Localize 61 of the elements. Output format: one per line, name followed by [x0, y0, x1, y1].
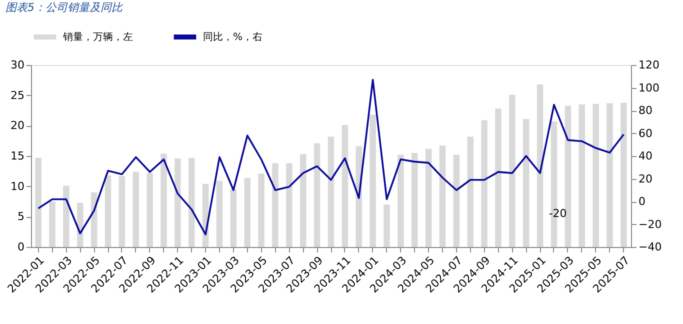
line-series	[37, 78, 625, 236]
bar	[49, 202, 56, 247]
y-tick-label: 20	[10, 119, 24, 132]
chart-title: 图表5：公司销量及同比	[5, 1, 124, 14]
bar	[481, 120, 488, 247]
bar	[592, 104, 599, 247]
bar	[606, 103, 613, 247]
bar	[370, 114, 376, 247]
bar	[536, 84, 544, 247]
bar	[35, 158, 42, 247]
bar	[398, 154, 404, 247]
y2-tick-label: 100	[638, 81, 660, 94]
bar	[216, 180, 223, 247]
y2-tick-label: 0	[638, 195, 646, 208]
bar	[453, 154, 460, 247]
y2-tick-label: 40	[638, 150, 652, 162]
bar	[188, 158, 195, 247]
y-tick-label: 5	[18, 210, 24, 224]
bar	[384, 204, 390, 247]
bar	[314, 143, 320, 247]
y2-tick-label: 80	[638, 104, 652, 117]
bar	[620, 102, 627, 247]
bar	[76, 202, 84, 247]
bar	[300, 154, 306, 247]
bar	[467, 136, 474, 247]
bar	[495, 108, 502, 247]
y2-tick-label: 120	[638, 58, 660, 72]
bar	[63, 186, 70, 247]
bar	[356, 146, 362, 247]
bar	[104, 175, 112, 247]
bar	[286, 163, 292, 247]
bar	[160, 154, 167, 247]
annotation: -20	[548, 207, 567, 220]
bar	[328, 136, 334, 247]
bar	[522, 118, 530, 247]
bar	[439, 146, 446, 247]
y2-tick-label: 60	[638, 126, 652, 140]
y-tick-label: 10	[10, 180, 24, 193]
legend-label: 销量，万辆，左	[62, 31, 133, 43]
y2-tick-label: 20	[638, 172, 652, 186]
y-tick-label: 30	[10, 58, 24, 72]
bar	[578, 104, 586, 247]
bar	[118, 176, 126, 247]
y-tick-label: 0	[18, 240, 24, 254]
bar	[244, 178, 251, 247]
bar	[230, 189, 237, 247]
bar	[272, 163, 278, 247]
bar	[342, 125, 348, 247]
bar	[509, 94, 516, 247]
bar	[411, 152, 418, 247]
y2-tick-label: −40	[638, 240, 662, 254]
legend-label: 同比，%，右	[203, 31, 263, 43]
y-tick-label: 15	[10, 150, 24, 162]
bar	[425, 148, 432, 247]
bar	[174, 158, 181, 247]
bar	[258, 174, 264, 247]
bar	[132, 172, 140, 247]
bar	[146, 172, 153, 247]
bar	[564, 106, 572, 247]
y-tick-label: 25	[10, 88, 24, 102]
y2-tick-label: −20	[638, 218, 662, 231]
